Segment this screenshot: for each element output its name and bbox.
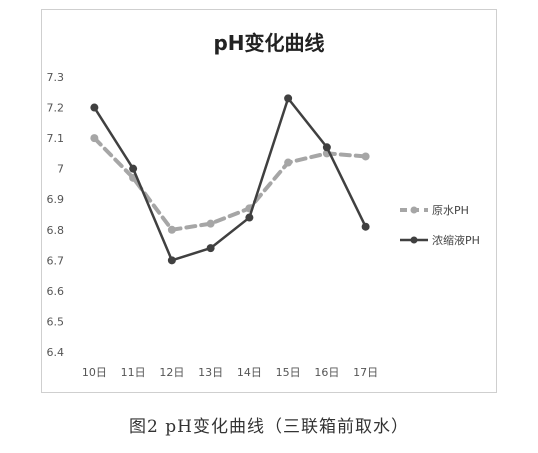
x-axis-ticks: 10日 11日 12日 13日 14日 15日 16日 17日 — [82, 366, 378, 379]
y-tick-label: 6.6 — [47, 285, 65, 298]
x-tick-label: 14日 — [237, 366, 262, 379]
legend-label: 浓缩液PH — [432, 233, 480, 247]
data-point — [245, 213, 254, 222]
legend-marker — [410, 236, 418, 244]
y-tick-label: 7.2 — [47, 102, 65, 115]
data-point — [284, 94, 293, 103]
x-tick-label: 13日 — [198, 366, 223, 379]
legend-label: 原水PH — [432, 204, 469, 217]
chart-title: pH变化曲线 — [213, 31, 325, 55]
data-point — [361, 152, 370, 161]
y-tick-label: 7 — [57, 163, 64, 176]
data-point — [90, 103, 99, 112]
y-tick-label: 6.7 — [47, 254, 65, 267]
data-point — [322, 143, 331, 152]
y-tick-label: 6.8 — [47, 224, 65, 237]
series-layer — [90, 94, 370, 265]
y-tick-label: 7.3 — [47, 71, 65, 84]
data-point — [167, 225, 176, 234]
x-tick-label: 17日 — [353, 366, 378, 379]
x-tick-label: 15日 — [276, 366, 301, 379]
data-point — [206, 244, 215, 253]
data-point — [90, 134, 99, 143]
y-tick-label: 6.4 — [47, 346, 65, 359]
legend-marker — [410, 206, 418, 214]
x-tick-label: 12日 — [159, 366, 184, 379]
chart-frame — [41, 9, 497, 393]
series-line — [93, 97, 367, 262]
data-point — [284, 158, 293, 167]
figure-caption: 图2 pH变化曲线（三联箱前取水） — [129, 417, 409, 437]
data-point — [361, 222, 370, 231]
data-point — [206, 219, 215, 228]
x-tick-label: 10日 — [82, 366, 107, 379]
y-tick-label: 6.5 — [47, 315, 65, 328]
data-point — [167, 256, 176, 265]
y-tick-label: 6.9 — [47, 193, 65, 206]
data-point — [129, 164, 138, 173]
y-tick-label: 7.1 — [47, 132, 65, 145]
y-axis-ticks: 6.4 6.5 6.6 6.7 6.8 6.9 7 7.1 7.2 7.3 — [47, 71, 65, 359]
x-tick-label: 16日 — [314, 366, 339, 379]
x-tick-label: 11日 — [121, 366, 146, 379]
legend: 原水PH 浓缩液PH — [400, 204, 480, 247]
